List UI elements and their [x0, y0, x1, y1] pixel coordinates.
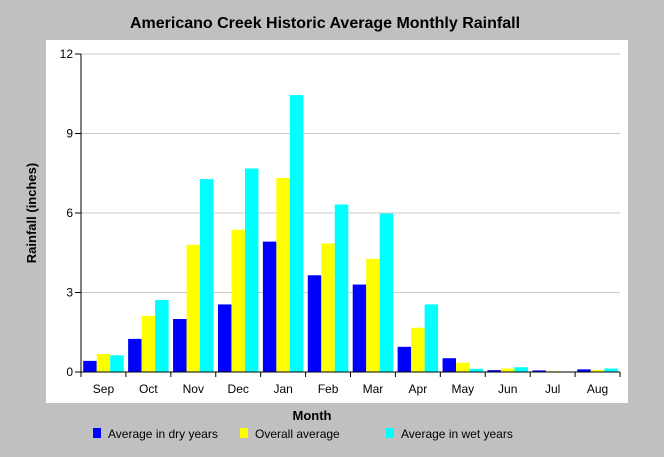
x-tick-labels: Sep Oct Nov Dec Jan Feb Mar Apr May Jun Jul Aug: [93, 382, 608, 396]
legend-label: Overall average: [255, 427, 340, 441]
y-tick-label: 12: [60, 47, 74, 61]
bar: [186, 244, 201, 372]
axes: [75, 53, 621, 377]
x-tick-label: Jun: [498, 382, 517, 396]
bar: [155, 299, 169, 372]
legend-label: Average in wet years: [401, 427, 513, 441]
chart-title: Americano Creek Historic Average Monthly…: [130, 15, 520, 32]
x-tick-label: Aug: [587, 382, 608, 396]
y-tick-label: 6: [66, 206, 73, 220]
bar: [532, 370, 546, 372]
bars: [83, 95, 618, 372]
x-tick-label: Feb: [318, 382, 339, 396]
gridlines: [81, 53, 620, 293]
x-tick-label: Oct: [139, 382, 158, 396]
bar: [577, 369, 591, 372]
legend: Average in dry years Overall average Avera…: [93, 427, 513, 441]
bar: [321, 243, 335, 372]
bar: [289, 95, 304, 372]
legend-swatch: [386, 428, 394, 438]
x-tick-label: Sep: [93, 382, 115, 396]
bar: [96, 353, 111, 372]
x-tick-label: Nov: [183, 382, 204, 396]
bar: [379, 213, 394, 372]
x-tick-label: Jul: [545, 382, 560, 396]
y-axis-title: Rainfall (inches): [24, 163, 39, 263]
bar: [83, 360, 97, 372]
bar: [352, 284, 367, 372]
bar: [604, 368, 618, 372]
bar: [307, 275, 322, 372]
bar: [110, 355, 124, 372]
x-tick-label: Apr: [409, 382, 428, 396]
legend-swatch: [93, 428, 101, 438]
bar: [128, 338, 142, 372]
bar: [487, 370, 501, 372]
bar: [397, 346, 412, 372]
x-tick-label: Mar: [363, 382, 384, 396]
x-tick-label: Jan: [273, 382, 292, 396]
x-tick-label: Dec: [228, 382, 249, 396]
x-axis-title: Month: [293, 408, 332, 423]
y-tick-label: 3: [66, 286, 73, 300]
bar: [514, 367, 528, 372]
bar: [442, 358, 457, 372]
legend-swatch: [240, 428, 248, 438]
bar: [424, 304, 439, 372]
bar: [500, 368, 515, 372]
bar: [262, 241, 277, 372]
bar: [217, 304, 232, 372]
bar: [141, 315, 156, 372]
y-tick-label: 9: [66, 127, 73, 141]
bar: [366, 258, 380, 372]
bar: [200, 179, 214, 372]
bar: [334, 204, 349, 372]
bar: [173, 319, 187, 372]
bar: [244, 168, 259, 372]
y-tick-labels: 0 3 6 9 12: [60, 47, 74, 379]
bar: [276, 178, 290, 372]
legend-label: Average in dry years: [108, 427, 218, 441]
bar: [411, 327, 425, 372]
bar: [231, 229, 245, 372]
bar: [590, 369, 605, 372]
y-tick-label: 0: [66, 365, 73, 379]
x-tick-label: May: [451, 382, 474, 396]
bar: [456, 362, 470, 372]
bar: [469, 368, 484, 372]
